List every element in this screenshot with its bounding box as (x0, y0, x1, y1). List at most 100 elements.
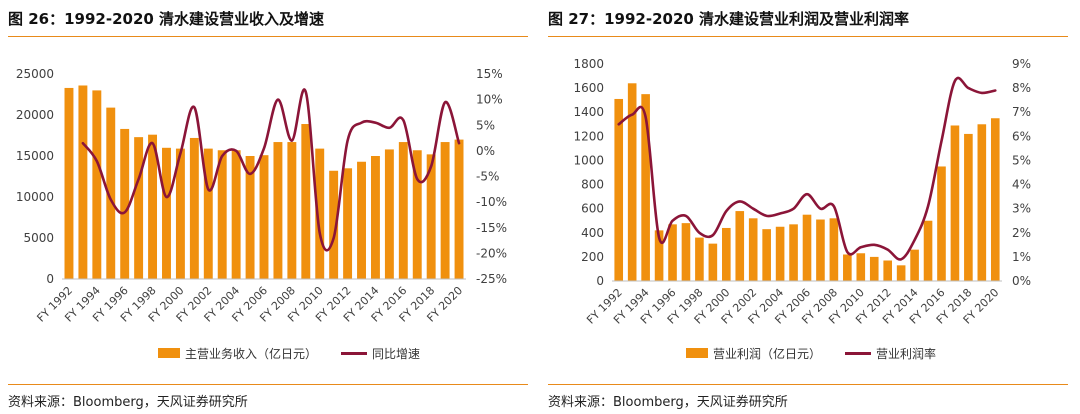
chart-panel-profit: 图 27：1992-2020 清水建设营业利润及营业利润率 0 200 400 600… (548, 0, 1068, 414)
bar-2018 (964, 133, 973, 281)
bar-1992 (614, 98, 624, 282)
bar-2008 (287, 142, 297, 279)
legend-item-line: 营业利润率 (845, 345, 936, 362)
y-left-tick-label: 400 (581, 226, 604, 240)
legend-item-line: 同比增速 (341, 345, 420, 362)
bar-2006 (259, 155, 269, 279)
bar-2009 (301, 124, 311, 280)
bar-2015 (384, 149, 394, 279)
bar-1998 (695, 237, 704, 281)
bar-2007 (273, 142, 283, 279)
title-divider (548, 36, 1068, 37)
bar-2012 (343, 168, 353, 279)
y-right-tick-label: 0% (476, 144, 495, 158)
legend-label-bar: 营业利润（亿日元） (713, 346, 822, 361)
y-right-tick-label: -15% (476, 221, 507, 235)
bar-2019 (977, 124, 987, 281)
bar-2020 (990, 118, 1000, 281)
bar-2014 (370, 156, 380, 279)
bar-2019 (440, 142, 450, 279)
y-right-tick-label: -25% (476, 272, 507, 286)
bar-2004 (775, 226, 785, 281)
bar-1995 (106, 107, 116, 280)
bar-1994 (641, 94, 650, 281)
y-left-tick-label: 15000 (16, 149, 54, 163)
bar-2000 (722, 227, 731, 281)
y-left-tick-label: 1800 (573, 57, 604, 71)
chart-title: 图 27：1992-2020 清水建设营业利润及营业利润率 (548, 10, 910, 28)
bar-1997 (134, 137, 144, 279)
y-left-tick-label: 1000 (573, 153, 604, 167)
bar-2015 (923, 220, 933, 281)
y-right-tick-label: 4% (1012, 178, 1031, 192)
bar-2016 (937, 166, 946, 281)
bar-1997 (681, 223, 691, 281)
bar-1992 (64, 87, 74, 279)
bar-1995 (654, 230, 664, 281)
bar-2013 (357, 161, 366, 279)
legend-item-bar: 营业利润（亿日元） (686, 345, 821, 362)
y-left-tick-label: 0 (596, 274, 604, 288)
revenue-chart: 0 5000 10000 15000 20000 25000 -25% -20% -15% -10… (16, 67, 507, 325)
y-left-tick-label: 1200 (573, 129, 604, 143)
bar-2005 (245, 156, 255, 279)
y-left-tick-label: 0 (46, 272, 54, 286)
bar-2004 (231, 150, 241, 279)
bar-1999 (162, 147, 171, 279)
title-divider (8, 36, 528, 37)
source-note: 资料来源：Bloomberg，天风证券研究所 (8, 395, 248, 410)
bar-2010 (856, 253, 866, 281)
source-note: 资料来源：Bloomberg，天风证券研究所 (548, 395, 788, 410)
bar-1998 (148, 134, 158, 279)
legend-item-bar: 主营业务收入（亿日元） (158, 345, 317, 362)
bar-2013 (896, 265, 906, 281)
bar-2012 (883, 260, 892, 281)
y-left-tick-label: 25000 (16, 67, 54, 81)
bar-2016 (398, 142, 408, 279)
y-left-tick-label: 600 (581, 202, 604, 216)
y-right-tick-label: 5% (1012, 153, 1031, 167)
y-right-tick-label: 2% (1012, 226, 1031, 240)
legend-swatch-bar (686, 348, 708, 358)
bar-2017 (412, 150, 422, 279)
chart-legend: 营业利润（亿日元） 营业利润率 (686, 344, 960, 362)
bar-2000 (175, 148, 185, 279)
legend-swatch-bar (158, 348, 180, 358)
y-left-tick-label: 20000 (16, 108, 54, 122)
y-right-tick-label: -20% (476, 246, 507, 260)
bar-2018 (426, 154, 436, 279)
line-series (617, 76, 997, 261)
bar-2002 (203, 148, 213, 279)
bar-2020 (454, 139, 464, 279)
bar-1994 (92, 90, 102, 280)
legend-label-line: 营业利润率 (876, 346, 937, 361)
y-right-tick-label: 8% (1012, 81, 1031, 95)
chart-title: 图 26：1992-2020 清水建设营业收入及增速 (8, 10, 325, 28)
bar-2001 (735, 211, 745, 281)
y-left-tick-label: 1400 (573, 105, 604, 119)
bar-2008 (829, 218, 839, 281)
y-right-tick-label: 5% (476, 118, 495, 132)
y-right-tick-label: -10% (476, 195, 507, 209)
y-left-tick-label: 5000 (23, 231, 54, 245)
source-divider (548, 384, 1068, 385)
y-left-tick-label: 200 (581, 250, 604, 264)
y-left-tick-label: 10000 (16, 190, 54, 204)
bar-2005 (789, 224, 798, 281)
y-left-tick-label: 1600 (573, 81, 604, 95)
bar-1996 (668, 224, 677, 281)
chart-legend: 主营业务收入（亿日元） 同比增速 (158, 344, 444, 362)
bar-2003 (217, 150, 227, 279)
y-right-tick-label: 10% (476, 93, 503, 107)
bar-1993 (627, 83, 637, 281)
y-left-tick-label: 800 (581, 178, 604, 192)
bar-2006 (802, 214, 812, 281)
legend-swatch-line (845, 351, 872, 355)
y-right-tick-label: 7% (1012, 105, 1031, 119)
profit-chart: 0 200 400 600 800 1000 1200 1400 1600 1800 0% 1% 2% 3… (573, 57, 1031, 327)
legend-label-bar: 主营业务收入（亿日元） (185, 346, 318, 361)
legend-label-line: 同比增速 (372, 346, 421, 361)
bar-2007 (816, 219, 825, 281)
legend-swatch-line (341, 351, 368, 355)
y-right-tick-label: 9% (1012, 57, 1031, 71)
